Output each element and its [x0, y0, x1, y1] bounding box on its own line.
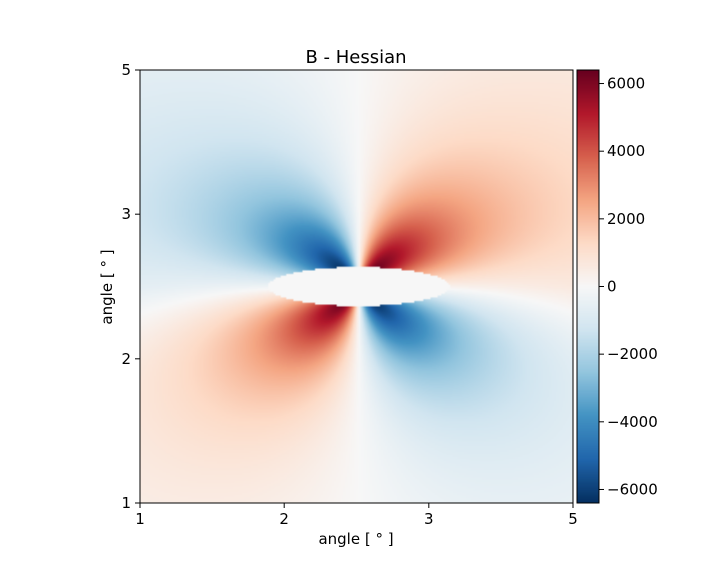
colorbar-tick-label: 6000	[607, 75, 645, 93]
x-tick-label: 3	[424, 510, 434, 528]
colorbar: 6000 4000 2000 0 −2000 −4000 −6000	[576, 69, 658, 504]
colorbar-tick-label: 0	[607, 278, 617, 296]
colorbar-gradient	[577, 70, 599, 503]
colorbar-tick-label: 4000	[607, 142, 645, 160]
colorbar-tick-label: −4000	[607, 413, 658, 431]
x-tick-label: 2	[279, 510, 289, 528]
colorbar-tick-label: 2000	[607, 210, 645, 228]
plot-frame	[139, 69, 574, 504]
y-tick-label: 3	[121, 205, 131, 223]
colorbar-ticks: 6000 4000 2000 0 −2000 −4000 −6000	[599, 75, 658, 498]
x-tick-label: 5	[568, 510, 578, 528]
x-axis-label: angle [ ° ]	[318, 530, 393, 548]
y-axis-label: angle [ ° ]	[98, 249, 116, 324]
heatmap-image	[140, 70, 573, 503]
colorbar-tick-label: −2000	[607, 345, 658, 363]
colorbar-tick-label: −6000	[607, 480, 658, 498]
x-axis: 1 2 3 5	[135, 503, 578, 528]
chart-title: B - Hessian	[305, 47, 406, 68]
y-tick-label: 5	[121, 61, 131, 79]
x-tick-label: 1	[135, 510, 145, 528]
y-axis: 1 2 3 5	[121, 61, 140, 512]
heatmap-plot-area	[139, 69, 574, 504]
y-tick-label: 2	[121, 350, 131, 368]
y-tick-label: 1	[121, 494, 131, 512]
